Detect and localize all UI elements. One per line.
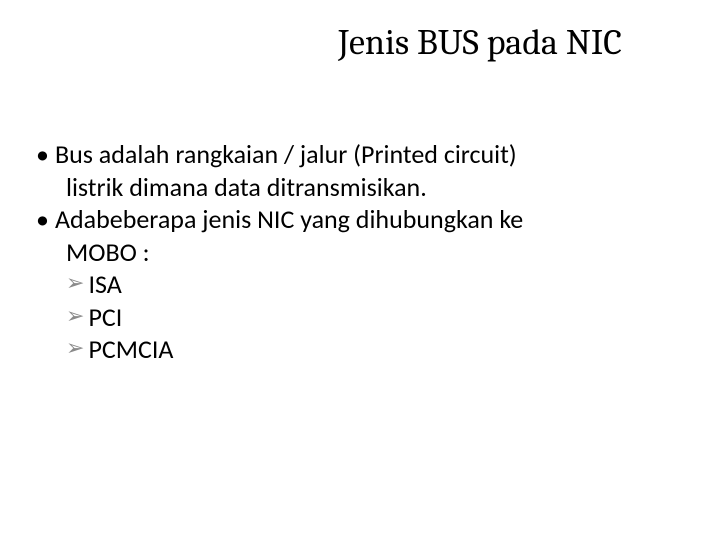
sub-bullet-item: ➢ PCMCIA <box>66 333 684 366</box>
bullet-item: • Bus adalah rangkaian / jalur (Printed … <box>36 138 684 171</box>
slide-body: • Bus adalah rangkaian / jalur (Printed … <box>36 138 684 366</box>
arrow-icon: ➢ <box>66 268 84 298</box>
bullet-text: Bus adalah rangkaian / jalur (Printed ci… <box>55 138 517 171</box>
slide-title-container: Jenis BUS pada NIC <box>0 22 720 63</box>
bullet-item: • Adabeberapa jenis NIC yang dihubungkan… <box>36 203 684 236</box>
sub-bullet-item: ➢ PCI <box>66 301 684 334</box>
bullet-marker: • <box>36 203 49 236</box>
bullet-marker: • <box>36 138 49 171</box>
slide: Jenis BUS pada NIC • Bus adalah rangkaia… <box>0 0 720 540</box>
bullet-text: Adabeberapa jenis NIC yang dihubungkan k… <box>55 203 523 236</box>
sub-bullet-text: PCI <box>88 301 122 334</box>
arrow-icon: ➢ <box>66 301 84 331</box>
sub-bullet-text: PCMCIA <box>88 333 173 366</box>
slide-title: Jenis BUS pada NIC <box>338 22 622 63</box>
sub-bullet-item: ➢ ISA <box>66 268 684 301</box>
arrow-icon: ➢ <box>66 333 84 363</box>
bullet-text-wrap: MOBO : <box>66 236 684 269</box>
sub-bullet-text: ISA <box>88 268 121 301</box>
bullet-text-wrap: listrik dimana data ditransmisikan. <box>66 171 684 204</box>
